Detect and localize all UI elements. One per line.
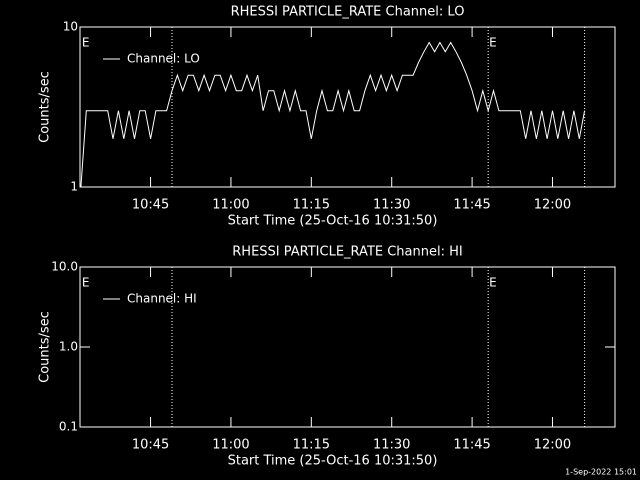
- annotation: E: [82, 276, 90, 290]
- y-tick-label: 1.0: [59, 340, 78, 354]
- x-tick-label: 11:15: [293, 198, 330, 213]
- chart-title: RHESSI PARTICLE_RATE Channel: HI: [232, 245, 462, 260]
- annotation: E: [82, 36, 90, 50]
- annotation: E: [489, 36, 497, 50]
- annotation: E: [489, 276, 497, 290]
- y-axis-label: Counts/sec: [38, 71, 53, 143]
- y-tick-label: 10: [63, 20, 78, 34]
- legend-label: Channel: LO: [127, 52, 200, 66]
- x-tick-label: 11:00: [212, 198, 249, 213]
- x-tick-label: 12:00: [534, 198, 571, 213]
- x-axis-label: Start Time (25-Oct-16 10:31:50): [228, 214, 438, 229]
- x-tick-label: 12:00: [534, 438, 571, 453]
- chart-title: RHESSI PARTICLE_RATE Channel: LO: [231, 5, 465, 20]
- y-tick-label: 0.1: [59, 420, 78, 434]
- data-line: [80, 41, 586, 188]
- footer: 1-Sep-2022 15:01: [565, 468, 637, 477]
- x-axis-label: Start Time (25-Oct-16 10:31:50): [228, 454, 438, 469]
- y-axis-label: Counts/sec: [38, 311, 53, 383]
- x-tick-label: 11:30: [373, 198, 410, 213]
- x-tick-label: 11:15: [293, 438, 330, 453]
- x-tick-label: 10:45: [132, 198, 169, 213]
- x-tick-label: 10:45: [132, 438, 169, 453]
- x-tick-label: 11:45: [453, 198, 490, 213]
- legend-label: Channel: HI: [127, 292, 197, 306]
- plot-frame: [79, 26, 616, 188]
- y-tick-label: 10.0: [51, 260, 78, 274]
- x-tick-label: 11:00: [212, 438, 249, 453]
- x-tick-label: 11:30: [373, 438, 410, 453]
- y-tick-label: 1: [70, 180, 78, 194]
- x-tick-label: 11:45: [453, 438, 490, 453]
